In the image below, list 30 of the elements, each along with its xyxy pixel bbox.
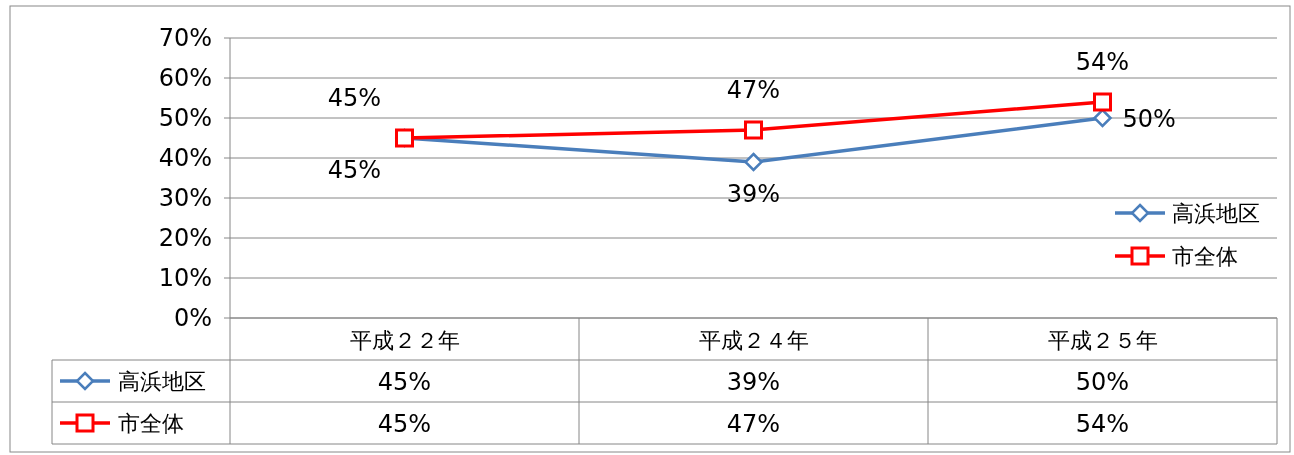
- point: [744, 152, 763, 172]
- legend-label: 市全体: [1172, 244, 1238, 269]
- data-label: 45%: [377, 368, 432, 396]
- text: 54%: [1075, 48, 1130, 76]
- text: 39%: [726, 180, 781, 208]
- data-label: 39%: [726, 368, 781, 396]
- data-label: 50%: [1075, 368, 1130, 396]
- y-tick-label: 20%: [158, 224, 212, 252]
- text: 45%: [327, 156, 382, 184]
- y-tick-label: 10%: [158, 264, 212, 292]
- text: 高浜地区: [118, 369, 206, 394]
- data-label: 47%: [726, 410, 781, 438]
- x-tick-label: 平成２５年: [1047, 328, 1158, 353]
- text: 45%: [327, 84, 382, 112]
- data-label: 45%: [377, 410, 432, 438]
- y-tick-label: 70%: [158, 24, 212, 52]
- y-tick-label: 50%: [158, 104, 212, 132]
- text: 市全体: [118, 411, 184, 436]
- data-label: 54%: [1075, 410, 1130, 438]
- y-tick-label: 40%: [158, 144, 212, 172]
- x-tick-label: 平成２２年: [349, 328, 460, 353]
- x-tick-label: 平成２４年: [698, 328, 809, 353]
- text: 47%: [726, 76, 781, 104]
- y-tick-label: 60%: [158, 64, 212, 92]
- point: [744, 120, 763, 140]
- text: 50%: [1122, 105, 1176, 133]
- point: [1093, 92, 1112, 112]
- y-tick-label: 0%: [173, 304, 212, 332]
- legend-label: 高浜地区: [1172, 201, 1260, 226]
- y-tick-label: 30%: [158, 184, 212, 212]
